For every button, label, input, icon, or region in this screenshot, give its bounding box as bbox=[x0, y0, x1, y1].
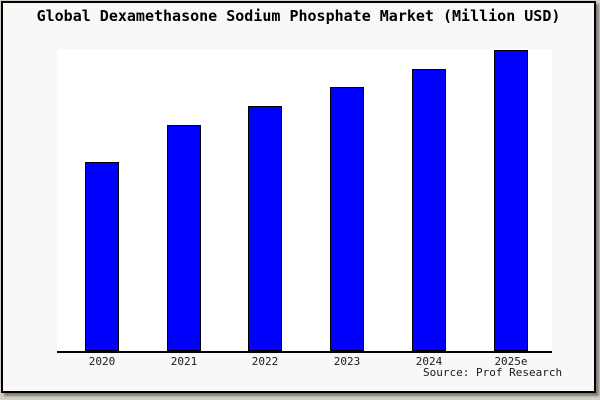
x-tick-label-2020: 2020 bbox=[88, 355, 116, 368]
x-tick-label-2023: 2023 bbox=[333, 355, 361, 368]
x-tick-label-2024: 2024 bbox=[415, 355, 443, 368]
chart-panel: Global Dexamethasone Sodium Phosphate Ma… bbox=[1, 1, 596, 393]
bar-2022 bbox=[248, 106, 282, 351]
chart-title: Global Dexamethasone Sodium Phosphate Ma… bbox=[36, 7, 561, 25]
source-note: Source: Prof Research bbox=[423, 366, 563, 379]
x-tick-label-2025e: 2025e bbox=[494, 355, 528, 368]
bar-2020 bbox=[85, 162, 119, 351]
bar-2024 bbox=[412, 69, 446, 351]
bar-2021 bbox=[167, 125, 201, 351]
bar-2025e bbox=[494, 50, 528, 351]
bar-2023 bbox=[330, 87, 364, 351]
x-tick-label-2022: 2022 bbox=[251, 355, 279, 368]
plot-area bbox=[57, 49, 552, 353]
x-tick-label-2021: 2021 bbox=[170, 355, 198, 368]
